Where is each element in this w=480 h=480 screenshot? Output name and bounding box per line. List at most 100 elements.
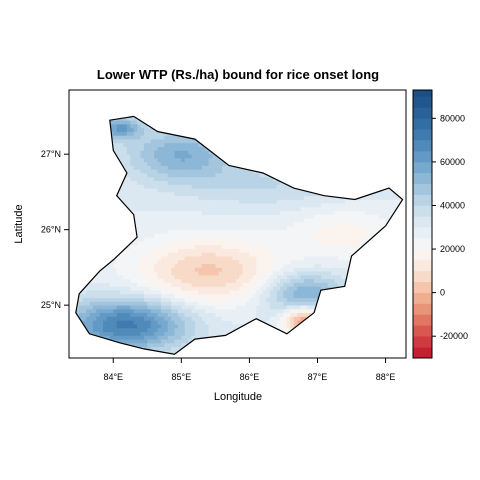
heatmap-cell	[273, 305, 278, 310]
heatmap-cell	[208, 248, 213, 253]
heatmap-cell	[310, 218, 315, 223]
heatmap-cell	[222, 176, 226, 181]
heatmap-cell	[160, 252, 165, 257]
heatmap-cell	[310, 191, 315, 197]
heatmap-cell	[96, 120, 101, 125]
heatmap-cell	[239, 267, 243, 272]
heatmap-cell	[126, 203, 131, 208]
heatmap-cell	[143, 218, 148, 223]
heatmap-cell	[327, 324, 332, 329]
heatmap-cell	[320, 274, 325, 280]
heatmap-cell	[273, 214, 278, 219]
heatmap-cell	[228, 297, 233, 302]
heatmap-cell	[327, 293, 332, 298]
heatmap-cell	[133, 316, 138, 321]
heatmap-cell	[191, 286, 196, 291]
heatmap-cell	[246, 120, 250, 125]
heatmap-cell	[286, 214, 291, 219]
heatmap-cell	[86, 169, 90, 174]
heatmap-cell	[167, 139, 172, 144]
heatmap-cell	[297, 116, 301, 117]
heatmap-cell	[314, 327, 318, 332]
heatmap-cell	[246, 324, 250, 329]
heatmap-cell	[106, 229, 111, 234]
heatmap-cell	[106, 135, 111, 140]
heatmap-cell	[222, 248, 226, 253]
heatmap-cell	[314, 240, 318, 246]
heatmap-cell	[324, 290, 329, 295]
heatmap-cell	[249, 188, 254, 193]
heatmap-cell	[123, 286, 128, 291]
heatmap-cell	[269, 195, 274, 200]
heatmap-cell	[184, 127, 189, 132]
heatmap-cell	[75, 120, 77, 125]
heatmap-cell	[113, 271, 118, 276]
heatmap-cell	[280, 173, 284, 178]
heatmap-cell	[75, 244, 80, 249]
heatmap-cell	[290, 240, 295, 246]
heatmap-cell	[252, 207, 257, 212]
heatmap-cell	[143, 214, 148, 219]
heatmap-cell	[198, 259, 203, 265]
heatmap-cell	[215, 320, 220, 325]
heatmap-cell	[205, 222, 209, 227]
heatmap-cell	[263, 259, 267, 265]
heatmap-cell	[106, 203, 111, 208]
heatmap-cell	[228, 131, 233, 136]
heatmap-cell	[252, 256, 257, 261]
heatmap-cell	[174, 305, 179, 310]
heatmap-cell	[307, 271, 312, 276]
heatmap-cell	[239, 350, 243, 355]
heatmap-cell	[297, 327, 301, 332]
heatmap-cell	[310, 222, 315, 227]
heatmap-cell	[75, 339, 80, 344]
heatmap-cell	[215, 339, 220, 344]
heatmap-cell	[232, 116, 237, 117]
heatmap-cell	[307, 327, 312, 332]
heatmap-cell	[109, 240, 114, 246]
heatmap-cell	[310, 120, 315, 125]
heatmap-cell	[150, 342, 155, 348]
heatmap-cell	[290, 199, 295, 204]
heatmap-cell	[256, 256, 261, 261]
heatmap-cell	[242, 297, 247, 302]
heatmap-cell	[300, 274, 305, 280]
heatmap-cell	[188, 225, 192, 231]
heatmap-cell	[89, 350, 94, 355]
heatmap-cell	[310, 320, 315, 325]
heatmap-cell	[307, 320, 312, 325]
heatmap-cell	[113, 293, 118, 298]
heatmap-cell	[215, 161, 220, 166]
heatmap-cell	[225, 290, 230, 295]
heatmap-cell	[130, 225, 135, 231]
heatmap-cell	[157, 116, 162, 117]
heatmap-cell	[143, 290, 148, 295]
heatmap-cell	[249, 290, 254, 295]
heatmap-cell	[310, 240, 315, 246]
heatmap-cell	[286, 135, 291, 140]
heatmap-cell	[235, 308, 240, 314]
heatmap-cell	[276, 154, 281, 159]
heatmap-cell	[120, 222, 124, 227]
heatmap-cell	[89, 305, 94, 310]
heatmap-cell	[317, 331, 322, 336]
heatmap-cell	[273, 210, 278, 215]
heatmap-cell	[103, 180, 107, 185]
heatmap-cell	[232, 342, 237, 348]
heatmap-cell	[232, 150, 237, 155]
heatmap-cell	[235, 271, 240, 276]
heatmap-cell	[126, 244, 131, 249]
heatmap-cell	[126, 350, 131, 355]
heatmap-cell	[143, 176, 148, 181]
heatmap-cell	[242, 157, 247, 163]
heatmap-cell	[86, 286, 90, 291]
heatmap-cell	[194, 127, 199, 132]
heatmap-cell	[89, 214, 94, 219]
heatmap-cell	[246, 157, 250, 163]
heatmap-cell	[143, 293, 148, 298]
heatmap-cell	[167, 350, 172, 355]
heatmap-cell	[252, 157, 257, 163]
heatmap-cell	[229, 109, 233, 113]
heatmap-cell	[269, 327, 274, 332]
heatmap-cell	[86, 297, 90, 302]
